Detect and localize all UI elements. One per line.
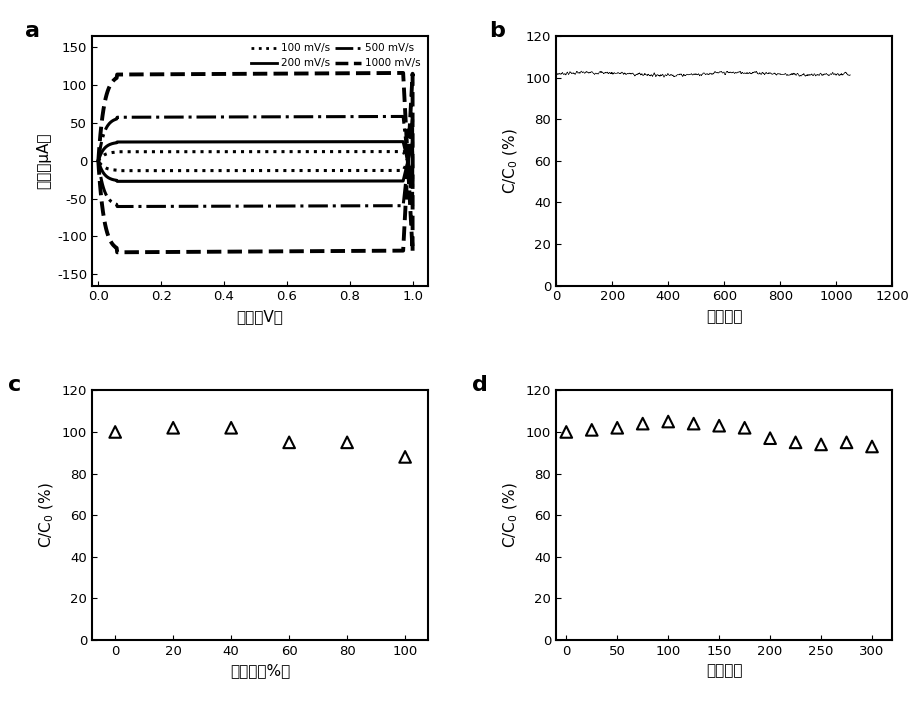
X-axis label: 电压（V）: 电压（V） xyxy=(236,309,283,324)
Y-axis label: 流电（μA）: 流电（μA） xyxy=(37,132,51,189)
X-axis label: 拉伸量（%）: 拉伸量（%） xyxy=(230,664,290,678)
Point xyxy=(397,451,412,462)
Point xyxy=(165,422,180,434)
Point xyxy=(660,416,675,427)
Y-axis label: C/C$_0$ (%): C/C$_0$ (%) xyxy=(502,482,520,548)
Point xyxy=(762,432,777,444)
Point xyxy=(686,418,700,429)
Point xyxy=(788,436,802,448)
Point xyxy=(108,426,122,438)
X-axis label: 循环次数: 循环次数 xyxy=(705,309,742,324)
Text: b: b xyxy=(488,21,505,41)
Point xyxy=(812,439,827,450)
Point xyxy=(223,422,238,434)
Text: a: a xyxy=(25,21,40,41)
Point xyxy=(838,436,853,448)
Text: c: c xyxy=(8,375,21,395)
Point xyxy=(635,418,650,429)
Point xyxy=(584,424,598,436)
X-axis label: 拉伸次数: 拉伸次数 xyxy=(705,664,742,678)
Point xyxy=(559,426,573,438)
Point xyxy=(711,420,726,431)
Text: d: d xyxy=(471,375,487,395)
Y-axis label: C/C$_0$ (%): C/C$_0$ (%) xyxy=(502,128,520,193)
Legend: 100 mV/s, 200 mV/s, 500 mV/s, 1000 mV/s: 100 mV/s, 200 mV/s, 500 mV/s, 1000 mV/s xyxy=(248,41,423,70)
Y-axis label: C/C$_0$ (%): C/C$_0$ (%) xyxy=(38,482,56,548)
Point xyxy=(609,422,624,434)
Point xyxy=(281,436,296,448)
Point xyxy=(339,436,354,448)
Point xyxy=(736,422,751,434)
Point xyxy=(864,441,879,452)
